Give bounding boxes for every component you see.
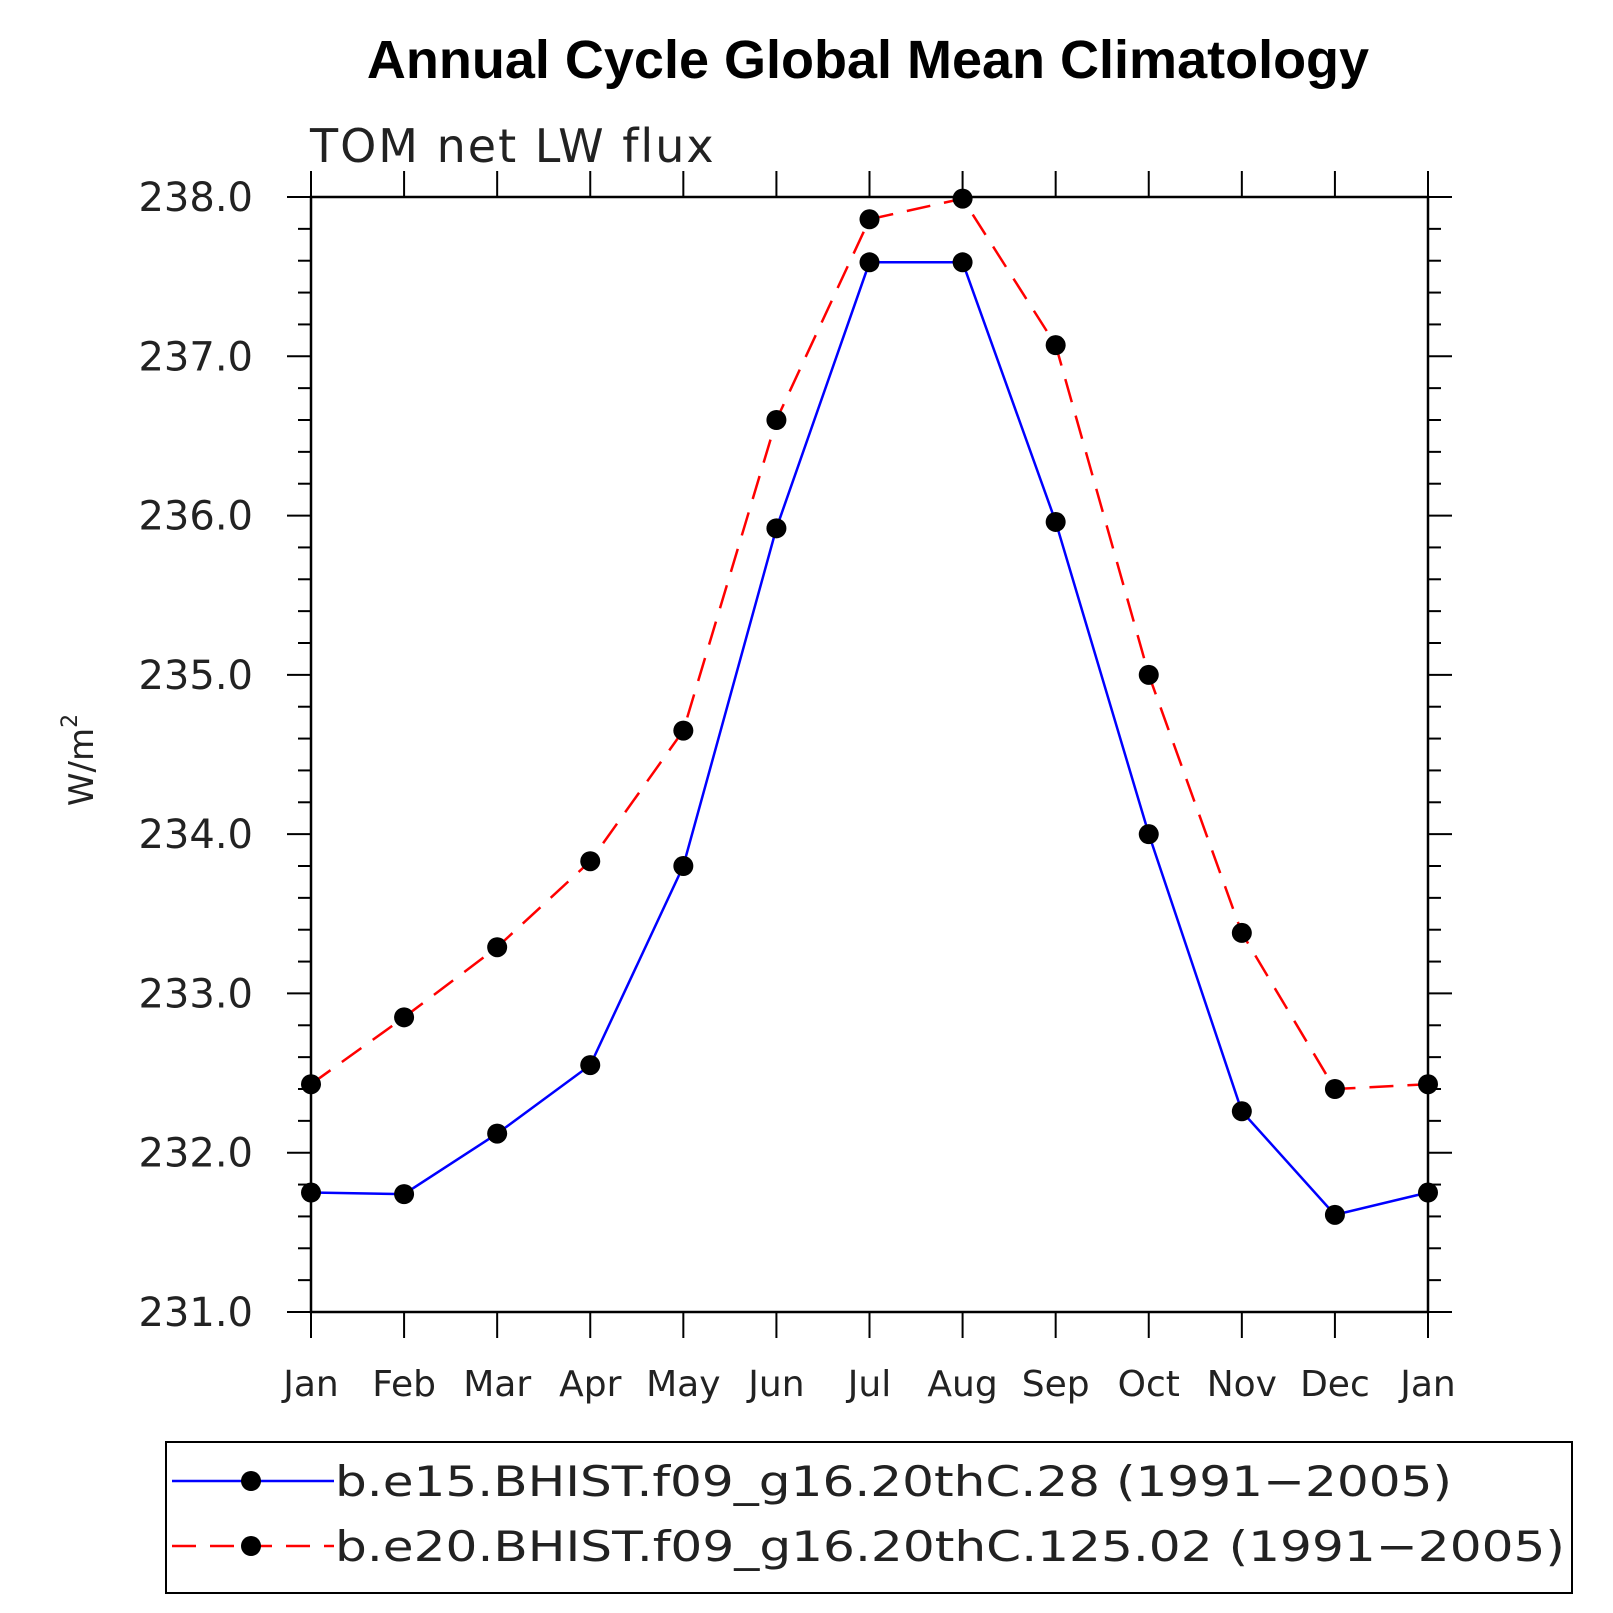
data-point-series-2 [1324, 1079, 1345, 1099]
data-point-series-1 [580, 1055, 601, 1076]
series-line-2 [310, 197, 1429, 1091]
chart-title: Annual Cycle Global Mean Climatology [367, 30, 1369, 90]
x-tick-label: Apr [559, 1364, 621, 1405]
legend-label-series-2: b.e20.BHIST.f09_g16.20thC.125.02 (1991−2… [335, 1522, 1565, 1571]
x-tick-label: Jul [846, 1364, 891, 1405]
plot-frame [309, 195, 1430, 1314]
data-point-series-1 [1045, 511, 1066, 532]
x-tick-label: Sep [1022, 1364, 1090, 1405]
x-tick-label: Jan [1398, 1364, 1456, 1405]
axis-ticks [287, 171, 1452, 1338]
y-tick-label: 233.0 [138, 971, 253, 1017]
x-tick-label: Aug [927, 1364, 997, 1405]
data-point-series-2 [1045, 335, 1066, 356]
data-point-series-2 [673, 720, 694, 741]
chart-subtitle: TOM net LW flux [309, 119, 716, 173]
x-tick-label: May [646, 1364, 720, 1405]
data-point-series-1 [859, 252, 880, 273]
y-tick-label: 236.0 [138, 494, 253, 540]
y-tick-label: 237.0 [138, 334, 253, 380]
data-point-series-1 [1231, 1101, 1252, 1122]
x-tick-label: Nov [1207, 1364, 1277, 1405]
legend-marker-series-2 [241, 1536, 261, 1556]
x-tick-label: Dec [1300, 1364, 1370, 1405]
data-point-series-1 [487, 1123, 508, 1144]
y-tick-labels: 231.0 232.0 233.0 234.0 235.0 236.0 237.0 238.0 [138, 175, 253, 1336]
data-point-series-1 [1324, 1204, 1345, 1225]
data-point-series-1 [673, 856, 694, 876]
x-tick-labels: Jan Feb Mar Apr May Jun Jul Aug Sep Oct Nov Dec Jan [281, 1364, 1456, 1405]
x-tick-label: Jun [746, 1364, 804, 1405]
data-point-series-1 [952, 252, 973, 273]
data-point-series-2 [952, 188, 973, 209]
data-point-series-1 [766, 518, 787, 539]
x-tick-label: Oct [1118, 1364, 1180, 1405]
series-line-1 [310, 261, 1429, 1217]
data-point-series-1 [1138, 824, 1159, 845]
data-point-series-2 [1138, 664, 1159, 685]
data-point-series-2 [859, 209, 880, 230]
x-tick-label: Feb [372, 1364, 436, 1405]
y-tick-label: 232.0 [138, 1131, 253, 1177]
data-point-series-2 [580, 851, 601, 872]
legend-marker-series-1 [241, 1471, 261, 1491]
series-lines [310, 197, 1429, 1217]
data-point-series-2 [394, 1007, 415, 1028]
legend-box [165, 1441, 1573, 1594]
x-tick-label: Mar [463, 1364, 531, 1405]
legend: b.e15.BHIST.f09_g16.20thC.28 (1991−2005)… [165, 1441, 1573, 1594]
y-axis-label: W/m2 [58, 714, 102, 806]
y-axis-label-superscript: 2 [58, 714, 83, 728]
data-markers [301, 188, 1438, 1225]
legend-label-series-1: b.e15.BHIST.f09_g16.20thC.28 (1991−2005) [335, 1457, 1452, 1506]
x-tick-label: Jan [281, 1364, 339, 1405]
y-axis-label-base: W/m [62, 728, 102, 806]
y-tick-label: 238.0 [138, 175, 253, 221]
data-point-series-1 [394, 1184, 415, 1205]
y-tick-label: 234.0 [138, 812, 253, 858]
data-point-series-2 [487, 937, 508, 958]
y-tick-label: 235.0 [138, 653, 253, 699]
data-point-series-2 [766, 410, 787, 430]
data-point-series-2 [1231, 922, 1252, 943]
y-tick-label: 231.0 [138, 1290, 253, 1336]
